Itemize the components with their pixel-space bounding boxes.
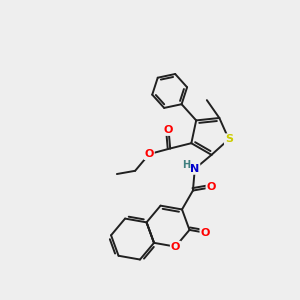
Text: O: O [200,228,210,238]
Text: H: H [182,160,190,170]
Text: S: S [225,134,233,144]
Text: O: O [206,182,216,192]
Text: N: N [190,164,200,174]
Text: O: O [171,242,180,252]
Text: O: O [164,125,173,135]
Text: O: O [145,149,154,159]
